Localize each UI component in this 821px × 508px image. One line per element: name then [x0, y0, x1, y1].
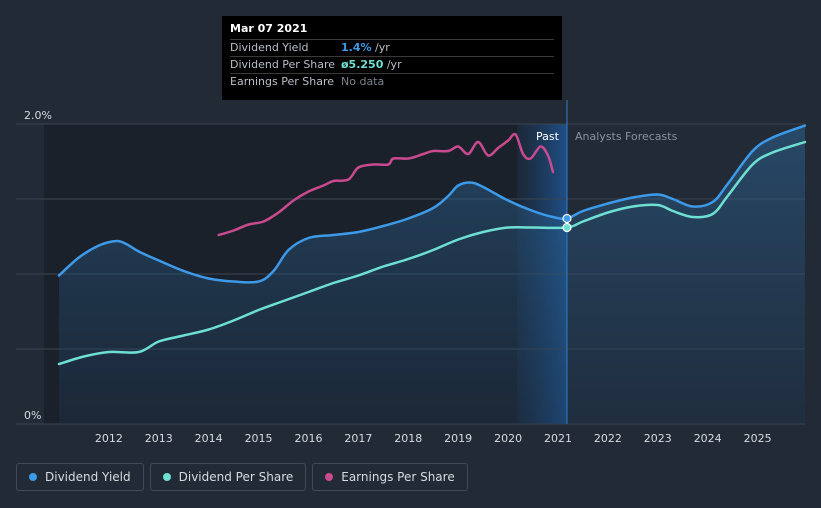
- series-line-dividend-per-share: [57, 140, 807, 366]
- tooltip-row-dividend-per-share: Dividend Per Share ø5.250 /yr: [230, 56, 554, 73]
- x-tick-label: 2015: [245, 432, 273, 445]
- tooltip-row-dividend-yield: Dividend Yield 1.4% /yr: [230, 39, 554, 56]
- y-tick-label: 0%: [24, 409, 41, 422]
- legend-label: Earnings Per Share: [341, 470, 455, 484]
- x-tick-label: 2017: [344, 432, 372, 445]
- tooltip-value: ø5.250: [341, 58, 384, 71]
- x-tick-label: 2023: [644, 432, 672, 445]
- tooltip-row-earnings-per-share: Earnings Per Share No data: [230, 73, 554, 90]
- dividend-yield-marker: [562, 213, 572, 224]
- x-tick-label: 2013: [145, 432, 173, 445]
- x-tick-label: 2024: [694, 432, 722, 445]
- legend-dividend-yield[interactable]: Dividend Yield: [16, 463, 144, 491]
- legend-dot-icon: [29, 473, 37, 481]
- x-tick-label: 2012: [95, 432, 123, 445]
- legend-dividend-per-share[interactable]: Dividend Per Share: [149, 463, 307, 491]
- legend-label: Dividend Yield: [45, 470, 131, 484]
- dividend-per-share-marker: [562, 222, 572, 233]
- series-line-earnings-per-share: [217, 132, 555, 237]
- x-tick-label: 2025: [744, 432, 772, 445]
- legend-dot-icon: [162, 473, 171, 481]
- legend-dot-icon: [325, 473, 334, 481]
- tooltip-label: Dividend Per Share: [230, 58, 336, 71]
- tooltip-label: Dividend Yield: [230, 41, 309, 54]
- x-tick-label: 2021: [544, 432, 572, 445]
- legend-label: Dividend Per Share: [178, 470, 294, 484]
- x-tick-label: 2018: [394, 432, 422, 445]
- tooltip-value: 1.4%: [341, 41, 372, 54]
- tooltip-value: No data: [341, 75, 385, 88]
- forecast-label: Analysts Forecasts: [575, 130, 678, 143]
- tooltip-unit: /yr: [371, 41, 390, 54]
- legend-earnings-per-share[interactable]: Earnings Per Share: [312, 463, 468, 491]
- tooltip-unit: /yr: [383, 58, 402, 71]
- y-tick-label: 2.0%: [24, 109, 52, 122]
- x-tick-label: 2020: [494, 432, 522, 445]
- tooltip-date: Mar 07 2021: [230, 22, 308, 35]
- tooltip: Mar 07 2021 Dividend Yield 1.4% /yr Divi…: [222, 16, 562, 100]
- x-tick-label: 2016: [294, 432, 322, 445]
- legend: Dividend Yield Dividend Per Share Earnin…: [16, 463, 468, 491]
- x-tick-label: 2019: [444, 432, 472, 445]
- dividend-yield-area: [59, 125, 805, 424]
- x-tick-label: 2022: [594, 432, 622, 445]
- tooltip-label: Earnings Per Share: [230, 75, 335, 88]
- x-tick-label: 2014: [195, 432, 223, 445]
- past-label: Past: [536, 130, 560, 143]
- series-line-dividend-yield: [57, 124, 807, 284]
